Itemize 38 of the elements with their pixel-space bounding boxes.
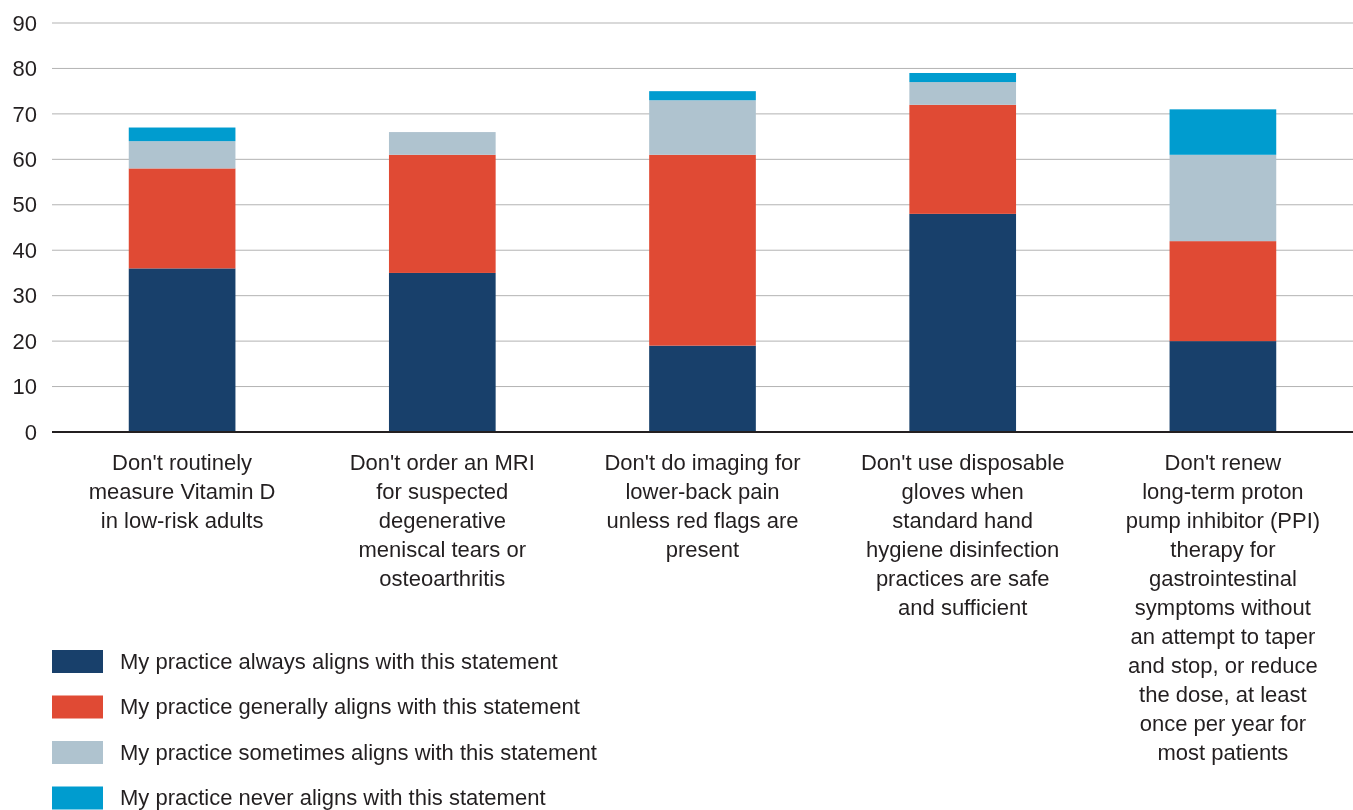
bar bbox=[128, 268, 236, 432]
y-tick-label: 10 bbox=[12, 374, 37, 400]
legend-label: My practice never aligns with this statement bbox=[120, 785, 546, 810]
bar bbox=[388, 154, 496, 273]
bar bbox=[909, 82, 1017, 105]
bar bbox=[649, 91, 756, 101]
bar bbox=[909, 213, 1017, 432]
bar bbox=[128, 168, 236, 269]
bar bbox=[1169, 109, 1277, 155]
y-tick-label: 0 bbox=[24, 419, 37, 445]
x-tick-label: Don't use disposable gloves when standard hand hygiene disinfection practices are safe and sufficient bbox=[860, 450, 1065, 620]
bar bbox=[909, 72, 1017, 83]
x-tick-label: Don't order an MRI for suspected degenerative meniscal tears or osteoarthritis bbox=[349, 450, 535, 591]
y-tick-label: 30 bbox=[12, 283, 37, 309]
bar bbox=[1169, 154, 1277, 242]
y-tick-label: 60 bbox=[12, 147, 37, 173]
bar bbox=[1169, 341, 1277, 432]
bar bbox=[1169, 241, 1277, 342]
category-label: Don't renew long-term proton pump inhibitor (PPI) therapy for gastrointestinal symptoms without an attempt to taper and stop, or reduce the dose, at least once per year for most patients bbox=[1125, 450, 1321, 765]
y-tick-label: 20 bbox=[12, 328, 37, 354]
bar bbox=[388, 132, 496, 155]
legend-label: My practice sometimes aligns with this statement bbox=[120, 739, 597, 765]
legend-label: My practice generally aligns with this statement bbox=[120, 694, 580, 720]
y-tick-label: 70 bbox=[12, 101, 37, 127]
y-tick-label: 40 bbox=[12, 237, 37, 263]
x-tick-label: Don't do imaging for lower-back pain unless red flags are present bbox=[604, 450, 801, 562]
legend-label: My practice always aligns with this statement bbox=[120, 648, 558, 674]
bar bbox=[128, 141, 236, 169]
x-tick-label: Don't routinely measure Vitamin D in low-risk adults bbox=[88, 450, 276, 533]
bar bbox=[649, 345, 756, 432]
bar bbox=[909, 104, 1017, 214]
bar bbox=[388, 272, 496, 432]
bar bbox=[128, 127, 236, 142]
y-tick-label: 50 bbox=[12, 192, 37, 218]
y-tick-label: 80 bbox=[12, 56, 37, 82]
bar bbox=[649, 154, 756, 346]
y-tick-label: 90 bbox=[12, 10, 37, 36]
bar bbox=[649, 100, 756, 155]
